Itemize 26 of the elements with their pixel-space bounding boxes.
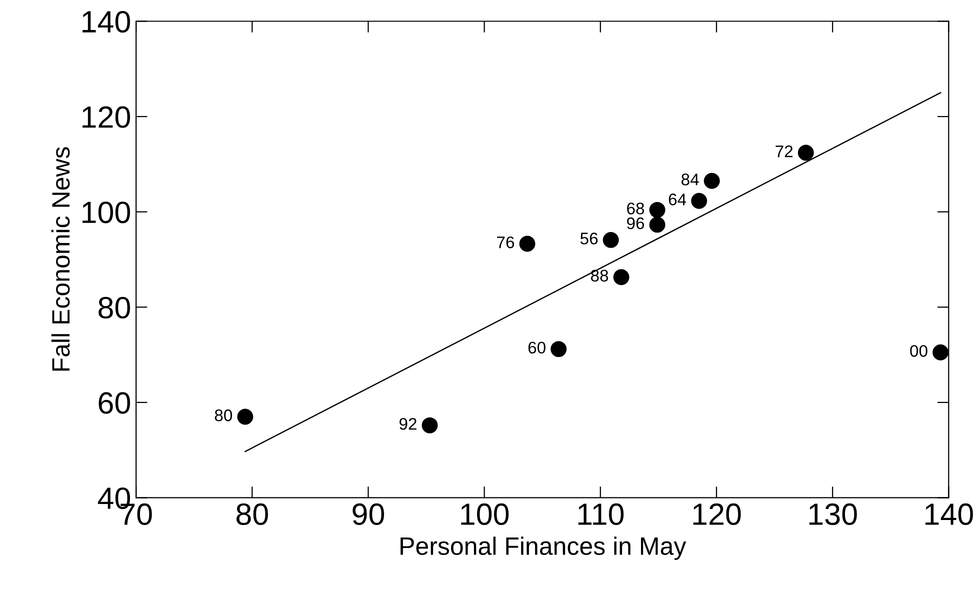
y-tick-label: 80 (98, 296, 130, 319)
annotation: 76 (497, 236, 514, 248)
x-tick-label: 100 (461, 503, 509, 526)
y-tick-label: 140 (82, 10, 130, 33)
x-tick-label: 90 (352, 503, 384, 526)
x-tick-label: 80 (236, 503, 268, 526)
annotation: 72 (776, 145, 793, 158)
x-axis-title: Personal Finances in May (400, 536, 686, 560)
annotation: 88 (590, 270, 608, 282)
annotation: 60 (528, 342, 546, 354)
x-tick-label: 110 (578, 503, 624, 526)
x-tick-label: 140 (925, 503, 973, 526)
y-tick-label: 100 (82, 202, 130, 224)
annotation: 56 (580, 232, 598, 244)
y-tick-label: 120 (82, 106, 130, 128)
annotation: 68 (627, 202, 644, 214)
annotation: 64 (668, 194, 686, 206)
y-tick-label: 60 (98, 392, 130, 414)
annotation: 84 (682, 174, 699, 186)
annotation: 96 (627, 217, 644, 230)
annotation: 92 (400, 418, 416, 430)
annotation: 00 (910, 345, 928, 357)
x-tick-label: 120 (693, 503, 741, 526)
annotation: 80 (214, 409, 232, 422)
y-axis-title: Fall Economic News (51, 147, 70, 371)
x-tick-label: 130 (809, 503, 857, 526)
